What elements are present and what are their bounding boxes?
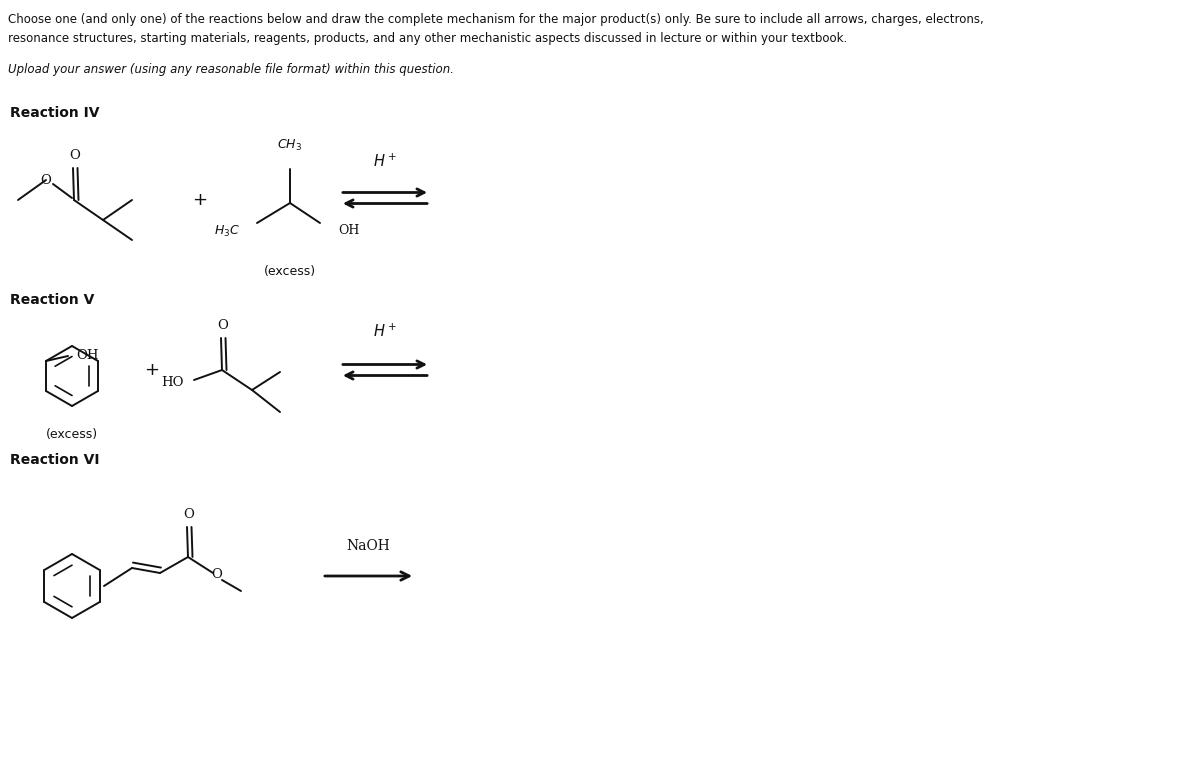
Text: Reaction V: Reaction V [10,293,95,307]
Text: Choose one (and only one) of the reactions below and draw the complete mechanism: Choose one (and only one) of the reactio… [8,13,984,26]
Text: O: O [41,174,52,186]
Text: Reaction IV: Reaction IV [10,106,100,120]
Text: (excess): (excess) [46,428,98,441]
Text: Reaction VI: Reaction VI [10,453,100,467]
Text: O: O [70,149,80,162]
Text: +: + [192,191,208,209]
Text: O: O [184,508,194,521]
Text: NaOH: NaOH [346,539,390,553]
Text: (excess): (excess) [264,265,316,278]
Text: O: O [217,319,228,332]
Text: $H_3C$: $H_3C$ [214,224,240,239]
Text: OH: OH [76,349,98,362]
Text: $H^+$: $H^+$ [373,152,397,170]
Text: OH: OH [338,224,359,237]
Text: $CH_3$: $CH_3$ [277,138,302,153]
Text: $H^+$: $H^+$ [373,323,397,340]
Text: Upload your answer (using any reasonable file format) within this question.: Upload your answer (using any reasonable… [8,63,454,76]
Text: resonance structures, starting materials, reagents, products, and any other mech: resonance structures, starting materials… [8,32,847,45]
Text: +: + [144,361,160,379]
Text: HO: HO [162,375,184,389]
Text: O: O [211,568,222,581]
